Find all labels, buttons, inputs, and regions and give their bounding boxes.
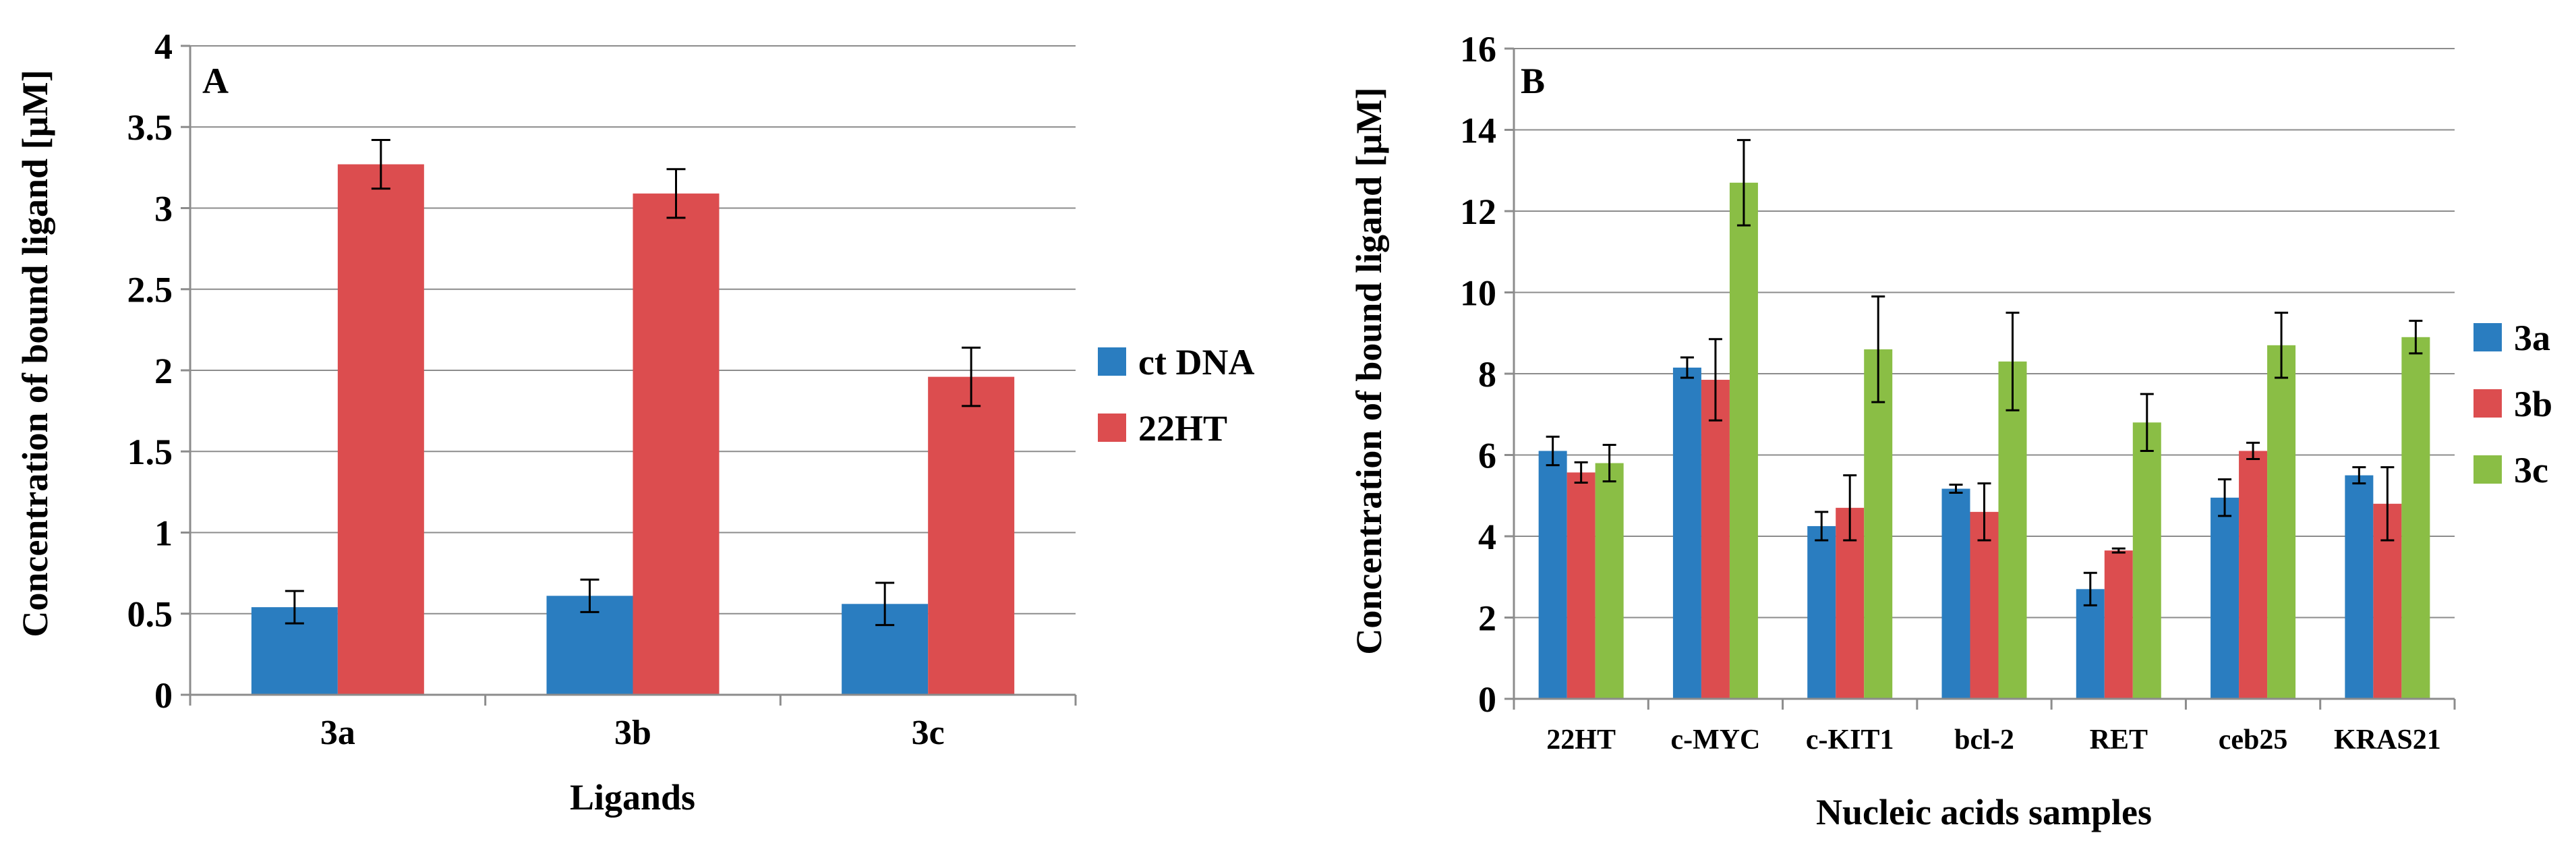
bar-3a-kras21 — [2345, 475, 2374, 699]
x-tick-label: 3a — [320, 714, 355, 752]
bar-3c-c-kit1 — [1864, 349, 1893, 699]
chart-b-legend: 3a 3b 3c — [2473, 318, 2552, 490]
legend-label: 3a — [2514, 318, 2550, 358]
bar-3b-ret — [2104, 550, 2133, 699]
chart-b-x-axis-label: Nucleic acids samples — [1816, 792, 2152, 832]
x-tick-label: 3b — [614, 714, 651, 752]
y-tick-label: 2 — [154, 351, 173, 391]
chart-a: 0 0.5 1 1.5 2 2.5 3 3.5 4 3a 3b 3c A Ligands Conce… — [15, 26, 1254, 818]
x-tick-label: c-KIT1 — [1806, 724, 1894, 755]
y-tick-label: 3.5 — [127, 107, 173, 148]
chart-a-x-tick-labels: 3a 3b 3c — [320, 714, 945, 752]
bar-3b-c-myc — [1701, 380, 1730, 699]
y-tick-label: 8 — [1478, 354, 1496, 395]
chart-a-bars — [251, 164, 1015, 695]
legend-label: 22HT — [1138, 408, 1227, 449]
y-tick-label: 1.5 — [127, 432, 173, 472]
chart-b-panel-label: B — [1521, 61, 1545, 101]
chart-b-y-tick-labels: 0 2 4 6 8 10 12 14 16 — [1460, 29, 1496, 720]
bar-3a-c-kit1 — [1807, 525, 1836, 699]
x-tick-label: KRAS21 — [2334, 724, 2441, 755]
legend-swatch — [2473, 389, 2502, 418]
x-tick-label: RET — [2090, 724, 2148, 755]
chart-b-error-bars — [1546, 139, 2423, 606]
y-tick-label: 3 — [154, 188, 173, 229]
chart-b-x-tick-labels: 22HT c-MYC c-KIT1 bcl-2 RET ceb25 KRAS21 — [1546, 724, 2440, 755]
bar-22ht-3c — [928, 376, 1015, 695]
x-tick-label: ceb25 — [2219, 724, 2288, 755]
y-tick-label: 12 — [1460, 192, 1496, 232]
y-tick-label: 0 — [154, 675, 173, 716]
legend-label: ct DNA — [1138, 342, 1254, 382]
bar-3c-ceb25 — [2267, 345, 2296, 699]
bar-3c-c-myc — [1729, 182, 1758, 699]
chart-a-panel-label: A — [202, 61, 229, 101]
legend-swatch — [1098, 413, 1126, 442]
bar-22ht-3a — [337, 164, 424, 695]
y-tick-label: 4 — [154, 26, 173, 67]
bar-3a-bcl-2 — [1941, 488, 1970, 699]
y-tick-label: 14 — [1460, 110, 1496, 150]
y-tick-label: 6 — [1478, 435, 1496, 476]
bar-3c-22ht — [1595, 463, 1624, 699]
y-tick-label: 0.5 — [127, 594, 173, 635]
chart-b-bars — [1538, 182, 2430, 699]
chart-a-x-axis-label: Ligands — [570, 777, 695, 818]
bar-3c-kras21 — [2401, 337, 2430, 699]
bar-3a-c-myc — [1672, 367, 1701, 699]
chart-a-y-tick-labels: 0 0.5 1 1.5 2 2.5 3 3.5 4 — [127, 26, 173, 716]
bar-3b-bcl-2 — [1970, 511, 1999, 699]
chart-b-y-axis-label: Concentration of bound ligand [µM] — [1349, 87, 1389, 654]
chart-a-axes — [181, 45, 1077, 706]
y-tick-label: 2.5 — [127, 270, 173, 310]
legend-swatch — [1098, 347, 1126, 376]
bar-3a-ceb25 — [2211, 497, 2240, 699]
bar-3b-22ht — [1567, 472, 1596, 699]
legend-label: 3b — [2514, 384, 2552, 424]
bar-3a-ret — [2076, 589, 2105, 699]
chart-b: 0 2 4 6 8 10 12 14 16 22HT c-MYC c-KIT1 bcl-2 RET ceb… — [1349, 29, 2552, 832]
chart-a-error-bars — [285, 138, 981, 627]
bar-22ht-3b — [633, 193, 720, 695]
x-tick-label: c-MYC — [1670, 724, 1760, 755]
chart-b-axes — [1504, 47, 2456, 710]
legend-label: 3c — [2514, 450, 2548, 490]
legend-swatch — [2473, 323, 2502, 351]
x-tick-label: bcl-2 — [1954, 724, 2014, 755]
chart-a-y-axis-label: Concentration of bound ligand [µM] — [15, 69, 55, 637]
y-tick-label: 1 — [154, 513, 173, 553]
chart-a-legend: ct DNA 22HT — [1098, 342, 1254, 449]
y-tick-label: 10 — [1460, 273, 1496, 313]
legend-swatch — [2473, 455, 2502, 484]
bar-3c-ret — [2132, 422, 2161, 699]
y-tick-label: 0 — [1478, 679, 1496, 720]
y-tick-label: 16 — [1460, 29, 1496, 69]
bar-3b-ceb25 — [2239, 451, 2268, 699]
x-tick-label: 22HT — [1546, 724, 1616, 755]
x-tick-label: 3c — [912, 714, 945, 752]
y-tick-label: 2 — [1478, 598, 1496, 638]
bar-3a-22ht — [1538, 451, 1567, 699]
y-tick-label: 4 — [1478, 517, 1496, 557]
bar-3c-bcl-2 — [1998, 361, 2027, 699]
